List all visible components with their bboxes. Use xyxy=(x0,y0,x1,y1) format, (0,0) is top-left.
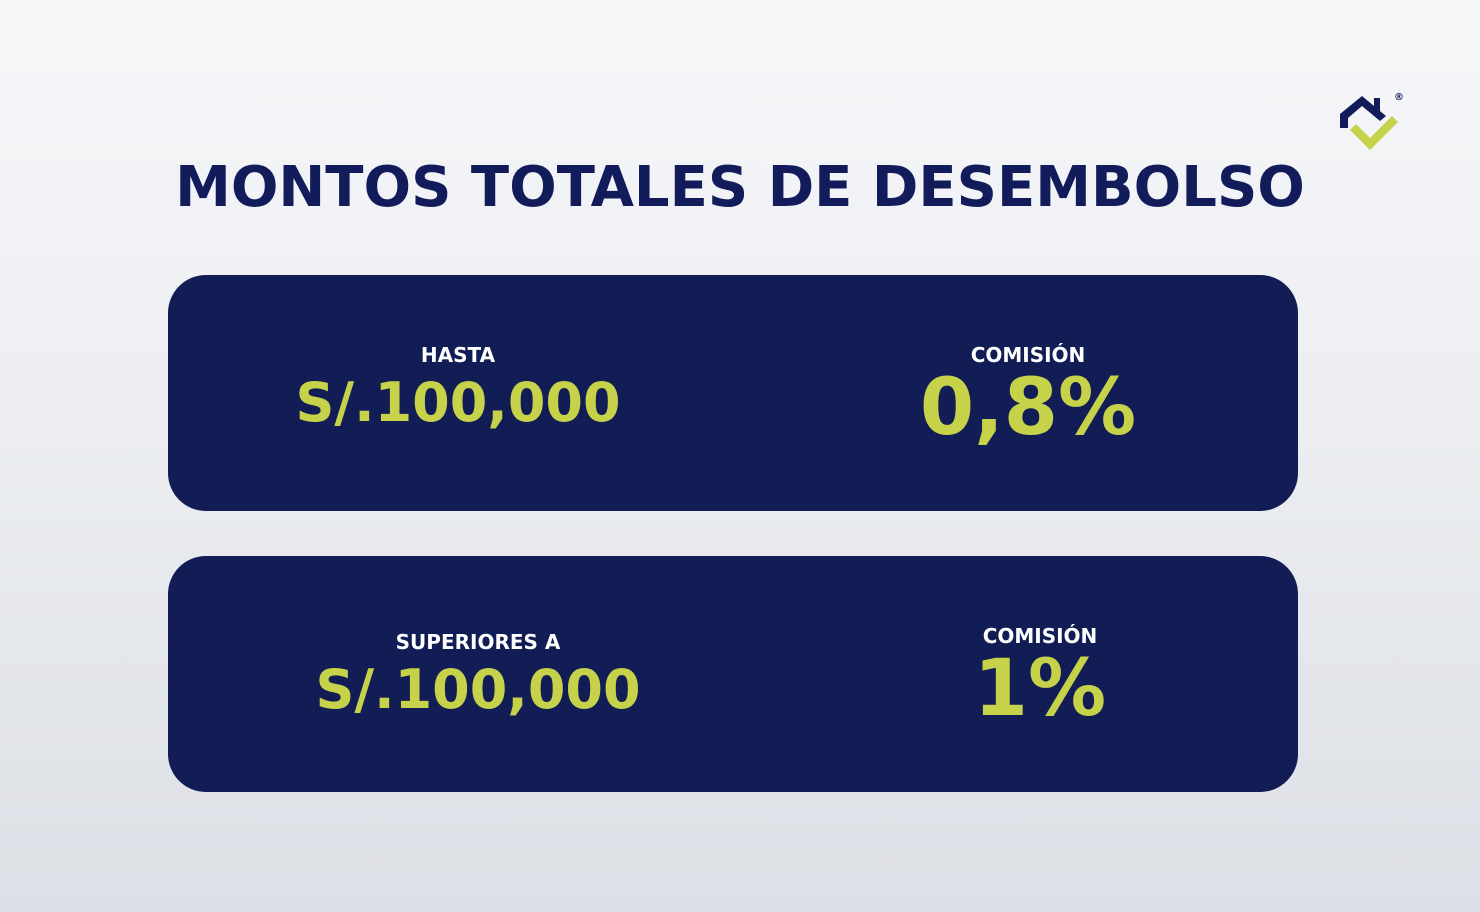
house-check-icon: ® xyxy=(1340,92,1404,150)
commission-label: COMISIÓN xyxy=(970,343,1086,367)
commission-column: COMISIÓN 0,8% xyxy=(868,343,1188,451)
brand-logo: ® xyxy=(1336,88,1406,154)
commission-value: 1% xyxy=(973,644,1107,734)
amount-column: SUPERIORES A S/.100,000 xyxy=(278,630,678,722)
amount-value: S/.100,000 xyxy=(315,658,641,721)
commission-label: COMISIÓN xyxy=(982,624,1098,648)
registered-mark: ® xyxy=(1394,92,1404,103)
amount-label: SUPERIORES A xyxy=(395,630,561,654)
commission-column: COMISIÓN 1% xyxy=(880,624,1200,732)
amount-label: HASTA xyxy=(420,343,496,367)
page-title: MONTOS TOTALES DE DESEMBOLSO xyxy=(175,155,1305,220)
amount-value: S/.100,000 xyxy=(295,371,621,434)
commission-card-2: SUPERIORES A S/.100,000 COMISIÓN 1% xyxy=(168,556,1298,792)
commission-value: 0,8% xyxy=(919,363,1137,453)
commission-card-1: HASTA S/.100,000 COMISIÓN 0,8% xyxy=(168,275,1298,511)
amount-column: HASTA S/.100,000 xyxy=(258,343,658,435)
